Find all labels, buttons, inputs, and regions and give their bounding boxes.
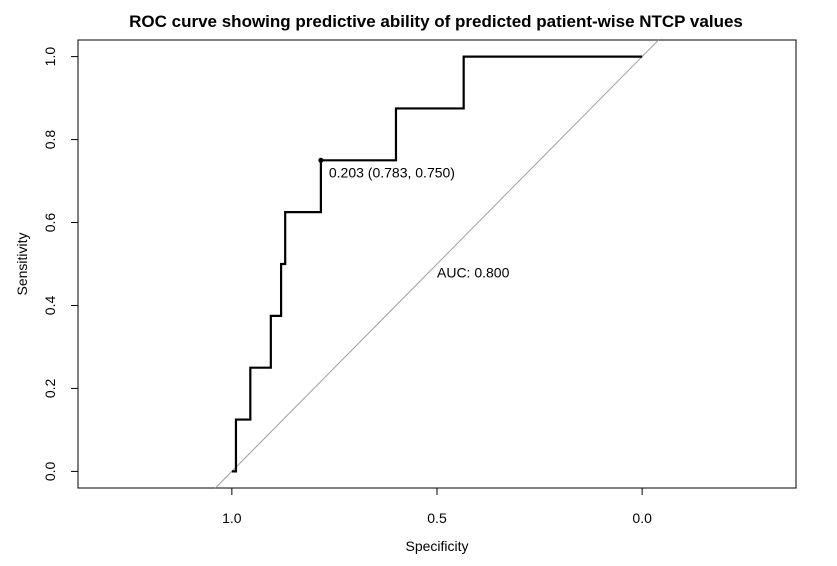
- roc-curve-line-0: [231, 55, 643, 473]
- x-tick-label: 0.0: [632, 510, 652, 526]
- annotations: 0.203 (0.783, 0.750) AUC: 0.800: [318, 157, 510, 280]
- chart-title: ROC curve showing predictive ability of …: [129, 12, 743, 31]
- threshold-label: 0.203 (0.783, 0.750): [329, 164, 455, 180]
- y-tick-label: 0.4: [42, 296, 58, 316]
- reference-layer: [215, 39, 659, 489]
- y-tick-label: 1.0: [42, 47, 58, 67]
- reference-diagonal-line: [215, 39, 659, 489]
- y-tick-label: 0.0: [42, 461, 58, 481]
- y-tick-label: 0.6: [42, 213, 58, 233]
- y-axis: 0.0 0.2 0.4 0.6 0.8 1.0: [42, 47, 78, 481]
- x-tick-label: 1.0: [222, 510, 242, 526]
- threshold-point: [318, 157, 324, 163]
- x-tick-label: 0.5: [427, 510, 447, 526]
- x-axis-label: Specificity: [405, 538, 468, 554]
- y-tick-label: 0.2: [42, 379, 58, 399]
- y-tick-label: 0.8: [42, 130, 58, 150]
- auc-label: AUC: 0.800: [437, 264, 510, 280]
- x-axis: 1.0 0.5 0.0: [222, 487, 652, 526]
- curve-layer: [231, 55, 643, 473]
- y-axis-label: Sensitivity: [14, 232, 30, 295]
